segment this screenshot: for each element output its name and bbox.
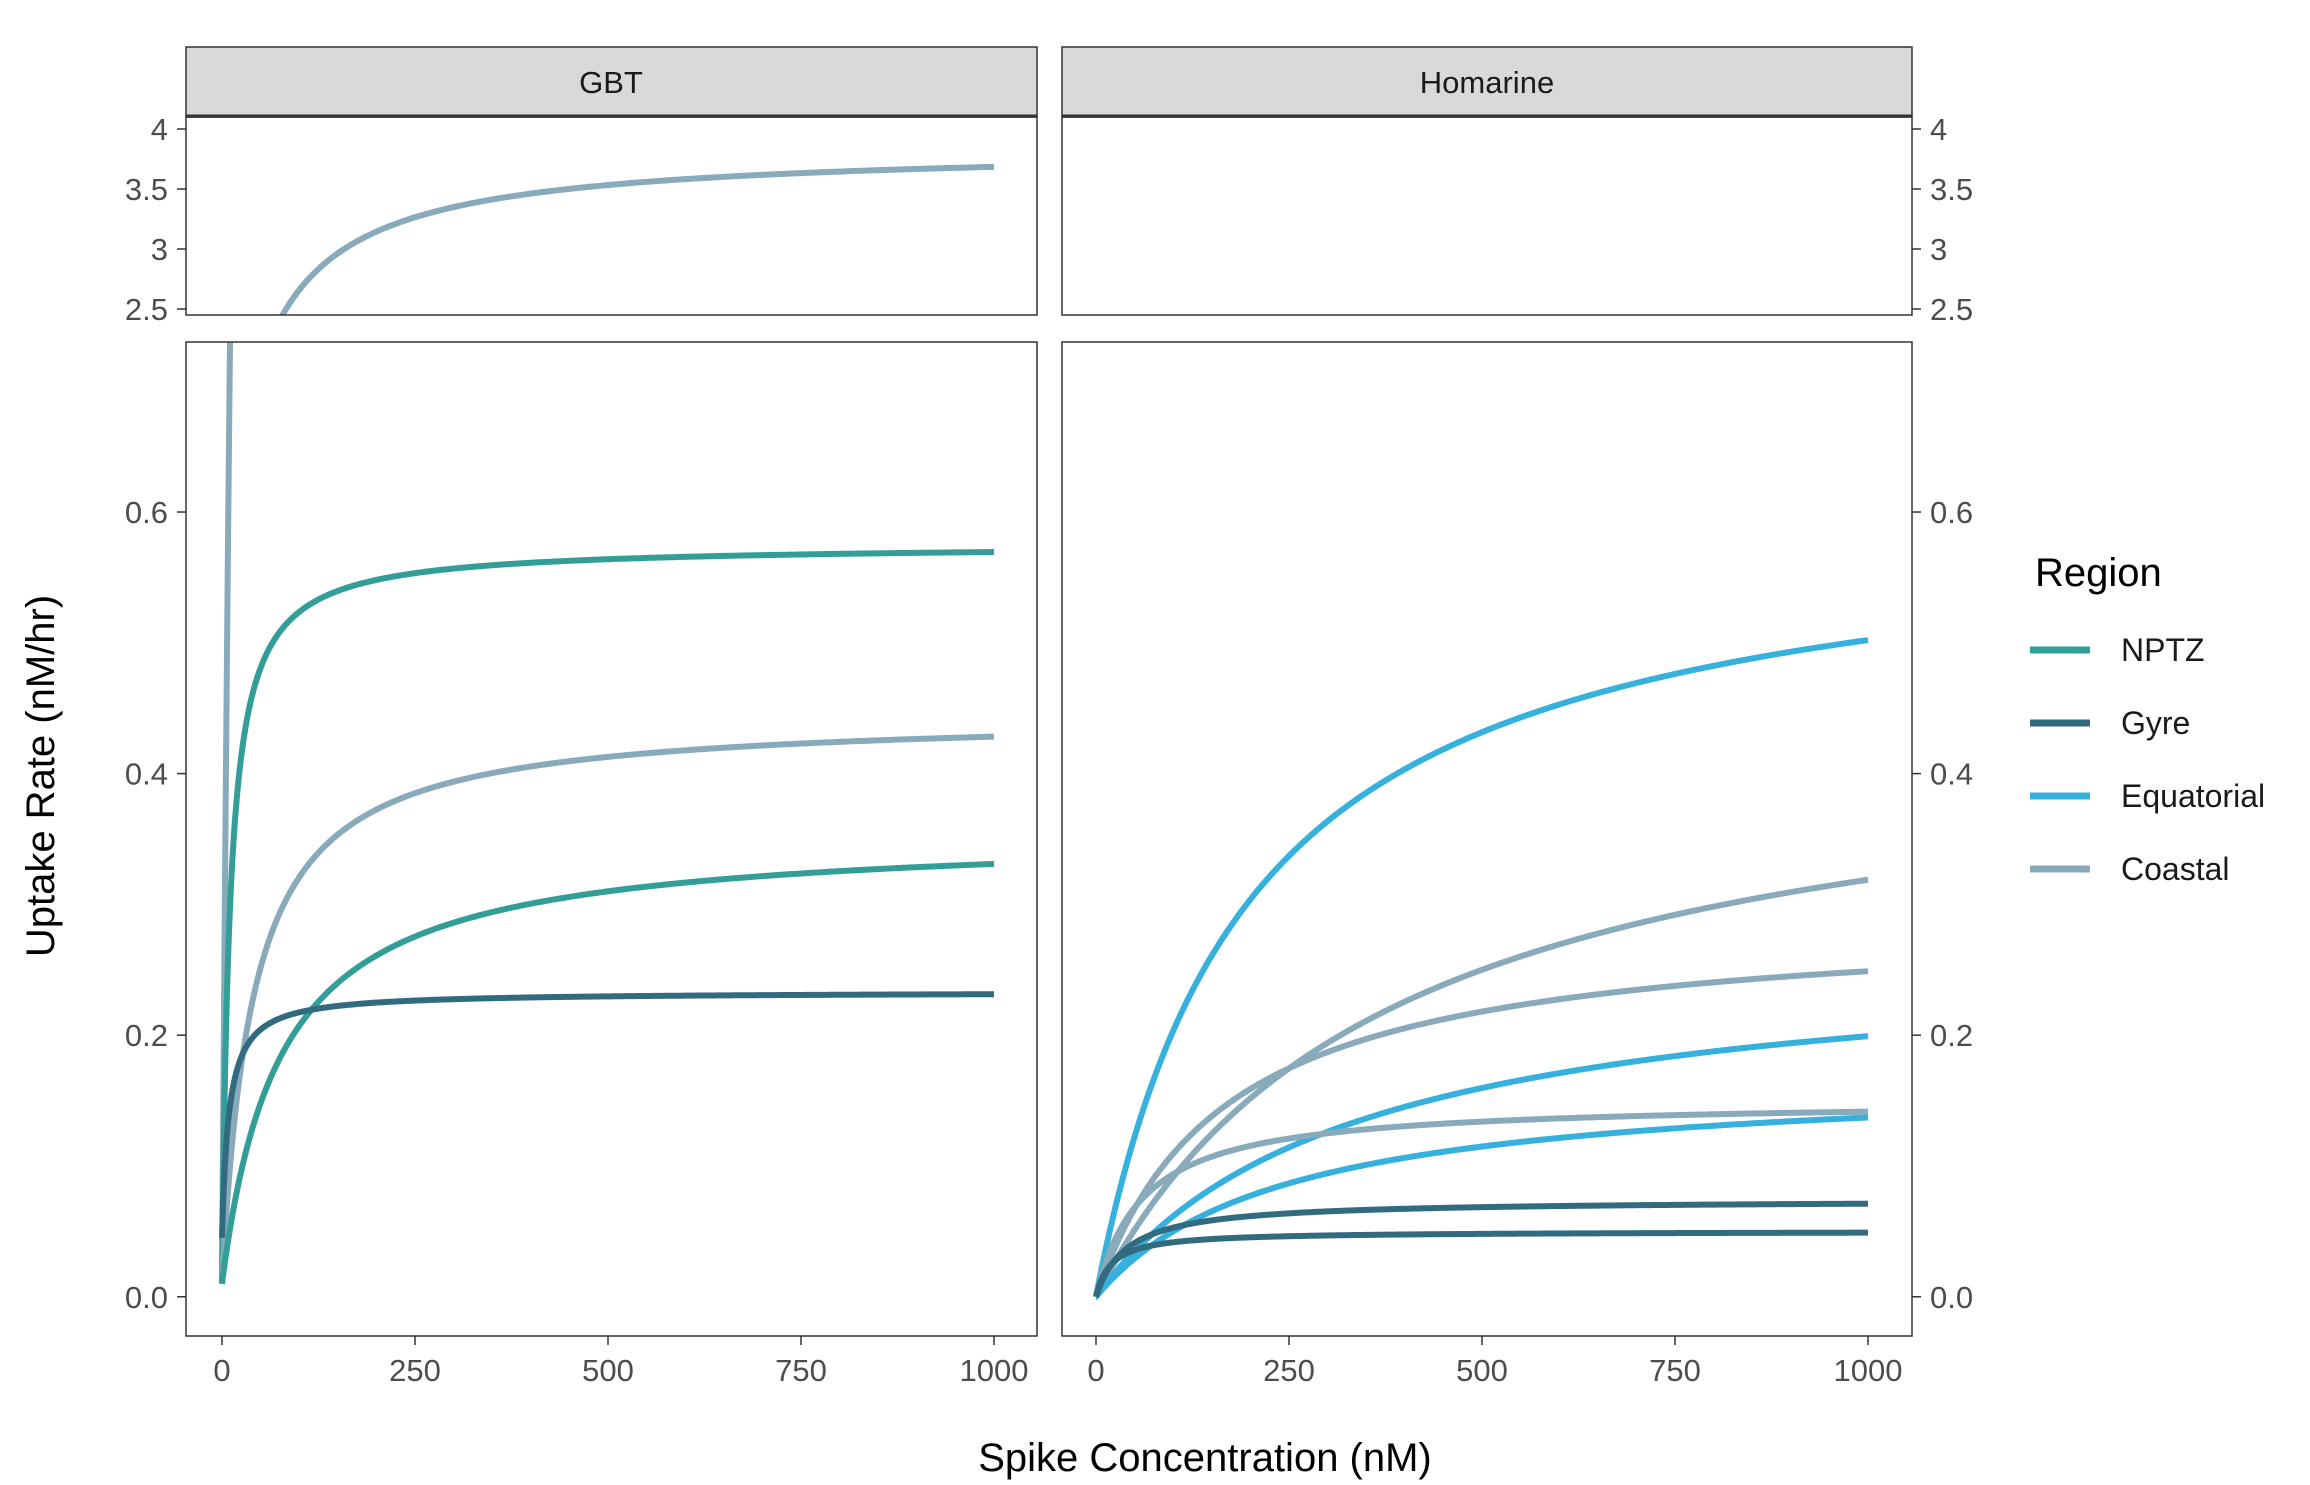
- y-tick-label-upper-right: 2.5: [1930, 292, 1973, 327]
- gbt-upper-panel: [185, 116, 1038, 316]
- series-line-gyre-1-6: [1093, 1200, 1869, 1300]
- x-tick-label: 250: [1263, 1353, 1315, 1388]
- series-line-upper-coastal-0-0: [279, 163, 995, 315]
- x-tick-label: 500: [582, 1353, 634, 1388]
- gbt-upper-panel-curves: [279, 163, 995, 315]
- legend-title: Region: [2035, 551, 2162, 595]
- x-tick-label: 500: [1456, 1353, 1508, 1388]
- y-tick-label-upper-left: 2.5: [125, 292, 168, 327]
- y-tick-label-upper-right: 3: [1930, 232, 1947, 267]
- y-tick-label-upper-left: 3: [151, 232, 168, 267]
- y-tick-label-left: 0.4: [125, 757, 168, 792]
- y-tick-label-left: 0.2: [125, 1018, 168, 1053]
- y-tick-label-right: 0.4: [1930, 757, 1973, 792]
- x-tick-label: 0: [213, 1353, 230, 1388]
- x-axis-title: Spike Concentration (nM): [978, 1436, 1432, 1480]
- facet-strip-gbt: GBT: [185, 46, 1038, 118]
- x-tick-label: 1000: [1834, 1353, 1903, 1388]
- series-line-coastal-0-0: [219, 342, 234, 1287]
- series-line-equatorial-1-3: [1093, 1033, 1869, 1300]
- legend-label-nptz: NPTZ: [2121, 632, 2205, 668]
- series-line-equatorial-1-5: [1093, 1114, 1869, 1300]
- strip-label-homarine: Homarine: [1420, 65, 1554, 100]
- x-tick-label: 250: [389, 1353, 441, 1388]
- series-line-coastal-1-4: [1093, 1108, 1869, 1300]
- legend: Region NPTZ Gyre Equatorial Coastal: [2030, 551, 2265, 887]
- series-line-equatorial-1-0: [1093, 637, 1869, 1300]
- axes: 0 250 500 750 1000 0 250 500 750 1000 0.0 0.0 0.2 0.2…: [125, 112, 1973, 1388]
- x-tick-label: 750: [775, 1353, 827, 1388]
- gbt-lower-panel: [185, 341, 1038, 1337]
- x-tick-label: 0: [1087, 1353, 1104, 1388]
- legend-label-coastal: Coastal: [2121, 851, 2230, 887]
- series-line-nptz-0-1: [219, 549, 995, 1287]
- homarine-upper-panel: [1061, 116, 1913, 316]
- y-tick-label-upper-right: 4: [1930, 112, 1947, 147]
- y-tick-label-right: 0.6: [1930, 495, 1973, 530]
- strip-label-gbt: GBT: [579, 65, 643, 100]
- y-axis-title: Uptake Rate (nM/hr): [19, 595, 63, 957]
- y-tick-label-upper-left: 3.5: [125, 172, 168, 207]
- gbt-lower-panel-curves: [219, 342, 995, 1287]
- series-line-gyre-0-4: [219, 991, 995, 1241]
- facet-strip-homarine: Homarine: [1061, 46, 1913, 118]
- legend-label-equatorial: Equatorial: [2121, 778, 2265, 814]
- y-tick-label-left: 0.0: [125, 1280, 168, 1315]
- y-tick-label-upper-left: 4: [151, 112, 168, 147]
- y-tick-label-upper-right: 3.5: [1930, 172, 1973, 207]
- series-line-gyre-1-7: [1093, 1229, 1869, 1300]
- y-tick-label-left: 0.6: [125, 495, 168, 530]
- x-tick-label: 750: [1649, 1353, 1701, 1388]
- series-line-coastal-0-2: [219, 733, 995, 1287]
- y-tick-label-right: 0.0: [1930, 1280, 1973, 1315]
- legend-label-gyre: Gyre: [2121, 705, 2190, 741]
- homarine-lower-panel-curves: [1093, 637, 1869, 1300]
- x-tick-label: 1000: [960, 1353, 1029, 1388]
- y-tick-label-right: 0.2: [1930, 1018, 1973, 1053]
- series-line-nptz-0-3: [219, 860, 995, 1287]
- homarine-lower-panel: [1061, 341, 1913, 1337]
